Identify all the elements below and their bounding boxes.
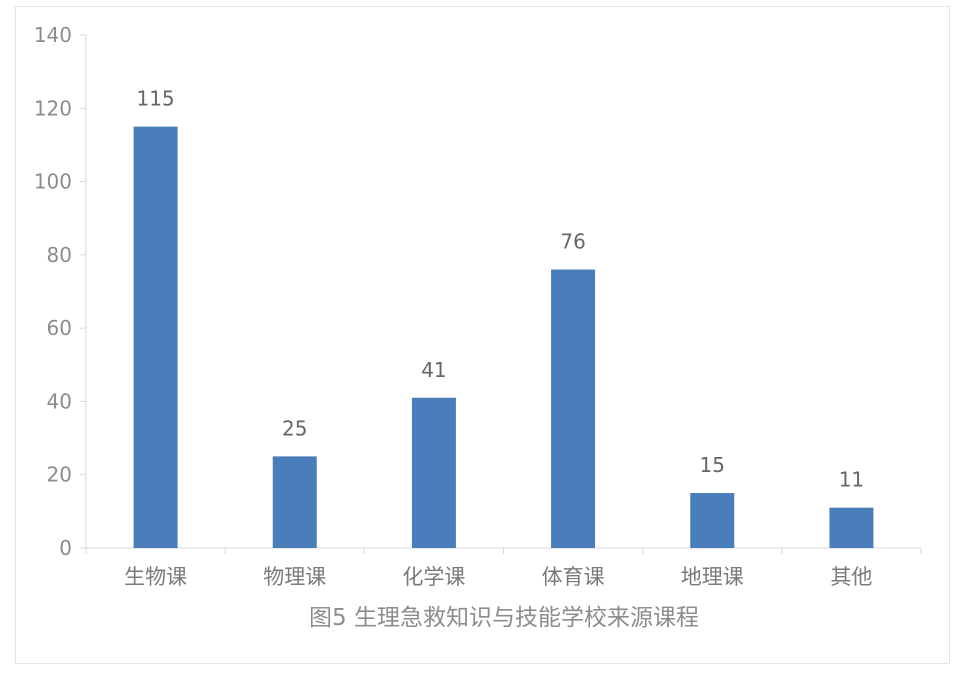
y-tick-label: 120 [34,96,72,120]
bar [829,507,874,548]
category-label: 生物课 [124,565,187,589]
category-label: 物理课 [263,565,326,589]
y-tick-label: 40 [47,389,72,413]
data-label: 25 [282,416,307,440]
data-label: 115 [136,87,174,111]
y-tick-label: 60 [47,316,72,340]
category-label: 体育课 [542,565,605,589]
data-label: 76 [560,230,585,254]
y-tick-label: 20 [47,463,72,487]
bar [411,397,456,548]
bar [133,126,178,548]
category-label: 地理课 [681,565,744,589]
y-tick-label: 80 [47,243,72,267]
y-axis: 0 20 40 60 80 100 120 140 [34,23,87,560]
chart-title: 图5 生理急救知识与技能学校来源课程 [309,605,699,631]
bars [133,126,874,548]
y-tick-label: 140 [34,23,72,47]
bar [272,456,317,548]
y-tick-label: 0 [59,536,72,560]
data-label: 41 [421,358,446,382]
y-tick-label: 100 [34,170,72,194]
data-label: 11 [839,468,864,492]
category-label: 化学课 [402,565,465,589]
x-axis [85,547,922,554]
data-labels: 115 25 41 76 15 11 [136,87,864,492]
data-label: 15 [700,453,725,477]
category-label: 其他 [830,565,872,589]
category-labels: 生物课 物理课 化学课 体育课 地理课 其他 [124,565,872,589]
bar [551,269,596,548]
bar [690,493,735,548]
